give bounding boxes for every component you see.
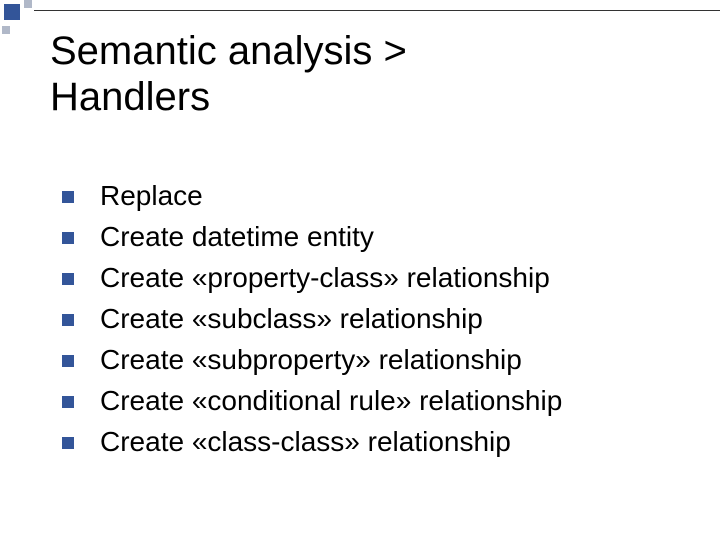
bullet-square-icon: [62, 273, 74, 285]
list-item-text: Create «subproperty» relationship: [100, 342, 522, 377]
bullet-square-icon: [62, 437, 74, 449]
deco-square-mid: [24, 0, 32, 8]
list-item-text: Create «subclass» relationship: [100, 301, 483, 336]
bullet-square-icon: [62, 396, 74, 408]
title-line-2: Handlers: [50, 75, 210, 119]
header-rule: [34, 10, 720, 11]
list-item: Create «subproperty» relationship: [62, 342, 690, 377]
slide-title: Semantic analysis > Handlers: [50, 28, 407, 120]
list-item-text: Create «property-class» relationship: [100, 260, 550, 295]
list-item: Create «property-class» relationship: [62, 260, 690, 295]
bullet-square-icon: [62, 232, 74, 244]
bullet-square-icon: [62, 355, 74, 367]
deco-square-large: [4, 4, 20, 20]
list-item: Create «class-class» relationship: [62, 424, 690, 459]
bullet-square-icon: [62, 314, 74, 326]
bullet-list: Replace Create datetime entity Create «p…: [62, 178, 690, 465]
list-item: Create datetime entity: [62, 219, 690, 254]
list-item-text: Create «conditional rule» relationship: [100, 383, 562, 418]
list-item-text: Create datetime entity: [100, 219, 374, 254]
list-item-text: Create «class-class» relationship: [100, 424, 511, 459]
deco-square-small: [2, 26, 10, 34]
title-line-1: Semantic analysis >: [50, 29, 407, 73]
corner-decoration: [0, 0, 50, 50]
list-item: Replace: [62, 178, 690, 213]
list-item: Create «conditional rule» relationship: [62, 383, 690, 418]
bullet-square-icon: [62, 191, 74, 203]
list-item: Create «subclass» relationship: [62, 301, 690, 336]
list-item-text: Replace: [100, 178, 203, 213]
